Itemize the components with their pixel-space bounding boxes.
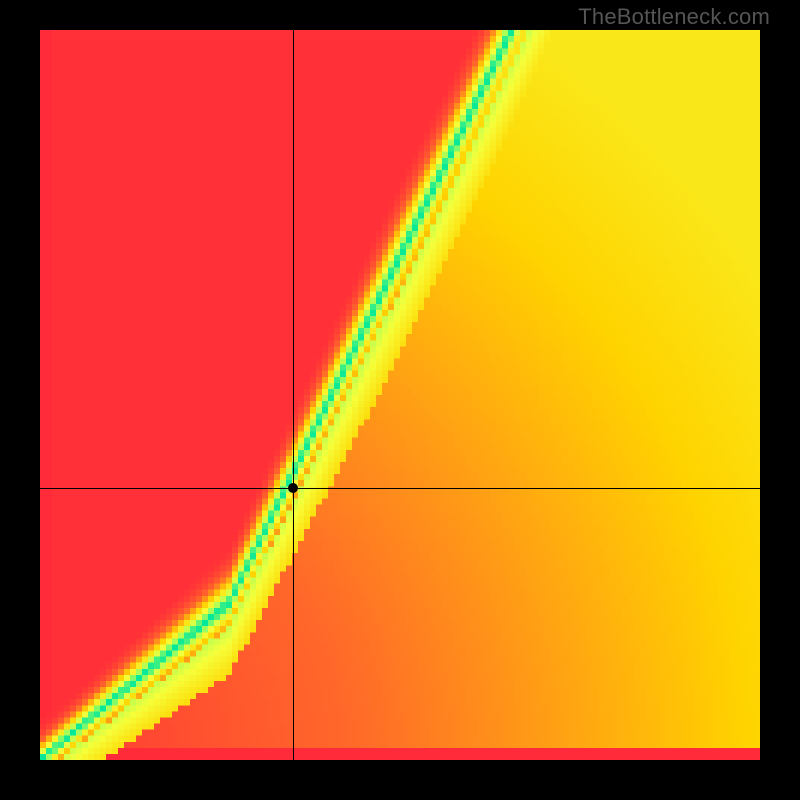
crosshair-vertical	[293, 30, 294, 760]
chart-frame: TheBottleneck.com	[0, 0, 800, 800]
watermark-text: TheBottleneck.com	[578, 4, 770, 30]
crosshair-horizontal	[40, 488, 760, 489]
bottleneck-heatmap	[40, 30, 760, 760]
plot-area	[40, 30, 760, 760]
